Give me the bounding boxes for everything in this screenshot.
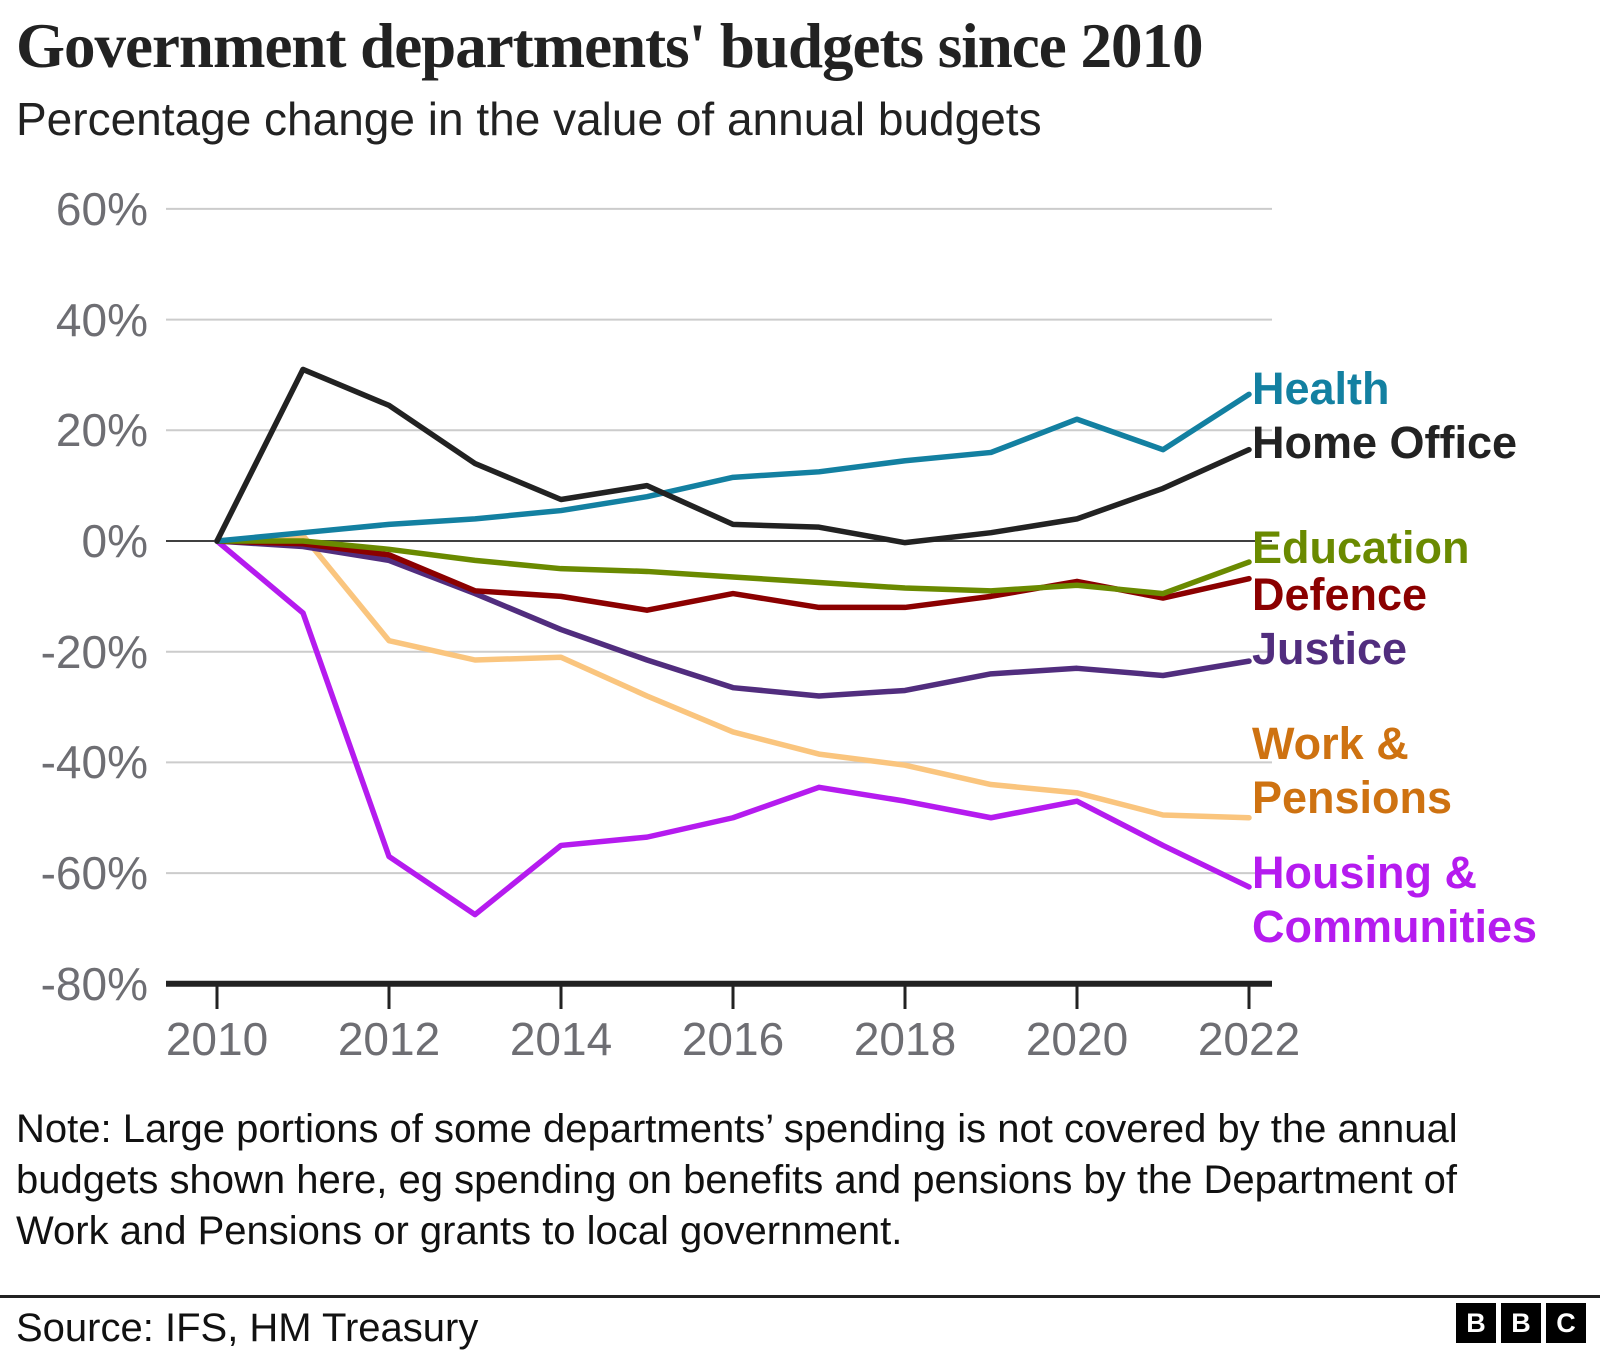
chart-title: Government departments' budgets since 20… xyxy=(16,11,1203,81)
note-line-2: budgets shown here, eg spending on benef… xyxy=(16,1158,1457,1202)
y-tick-label-60: 60% xyxy=(55,182,148,235)
legend-label-health: Health xyxy=(1252,362,1390,416)
x-tick-label-2020: 2020 xyxy=(1025,1013,1129,1065)
bbc-logo-block-2: B xyxy=(1501,1303,1541,1343)
x-tick-label-2014: 2014 xyxy=(509,1013,613,1065)
y-tick-label--40: -40% xyxy=(40,736,148,789)
legend-label-housing_communities: Housing & Communities xyxy=(1252,846,1537,954)
y-tick-label-0: 0% xyxy=(81,515,148,567)
bbc-logo-block-1: B xyxy=(1456,1303,1496,1343)
series-line-housing_communities xyxy=(214,538,1252,918)
legend-label-line: Communities xyxy=(1252,900,1538,952)
legend-label-line: Pensions xyxy=(1252,771,1453,823)
legend-label-line: Work & xyxy=(1252,717,1409,769)
y-tick-label--20: -20% xyxy=(40,625,148,678)
source-divider xyxy=(0,1295,1600,1298)
legend-label-home_office: Home Office xyxy=(1252,416,1517,470)
x-tick-label-2016: 2016 xyxy=(681,1013,785,1065)
y-tick-label-20: 20% xyxy=(55,404,148,457)
series-line-defence xyxy=(214,538,1252,613)
x-tick-label-2018: 2018 xyxy=(853,1013,957,1065)
x-tick-label-2012: 2012 xyxy=(337,1013,441,1065)
bbc-logo-block-3: C xyxy=(1546,1303,1586,1343)
series-line-work_pensions xyxy=(214,532,1252,821)
legend-label-work_pensions: Work & Pensions xyxy=(1252,717,1452,825)
legend-label-line: Justice xyxy=(1252,623,1408,675)
series-line-education xyxy=(214,538,1252,597)
legend-label-line: Defence xyxy=(1252,568,1428,620)
legend-label-line: Home Office xyxy=(1252,416,1518,468)
legend-label-education: Education xyxy=(1252,521,1470,575)
series-line-justice xyxy=(214,538,1252,699)
legend-label-defence: Defence xyxy=(1252,568,1427,622)
legend-label-justice: Justice xyxy=(1252,622,1407,676)
legend-label-line: Housing & xyxy=(1252,846,1477,898)
note-line-3: Work and Pensions or grants to local gov… xyxy=(16,1209,903,1253)
y-tick-label--80: -80% xyxy=(40,957,148,1010)
note-text: Note: Large portions of some departments… xyxy=(16,1104,1576,1257)
series-line-health xyxy=(214,391,1252,544)
x-tick-label-2010: 2010 xyxy=(165,1013,269,1065)
legend-label-line: Health xyxy=(1252,363,1390,415)
source-text: Source: IFS, HM Treasury xyxy=(16,1306,479,1350)
series-line-home_office xyxy=(214,366,1252,546)
y-tick-label--60: -60% xyxy=(40,847,148,900)
chart-subtitle: Percentage change in the value of annual… xyxy=(16,93,1042,145)
note-line-1: Note: Large portions of some departments… xyxy=(16,1107,1458,1151)
x-tick-label-2022: 2022 xyxy=(1197,1013,1301,1065)
y-tick-label-40: 40% xyxy=(55,293,148,346)
bbc-logo: B B C xyxy=(1456,1303,1586,1343)
legend-label-line: Education xyxy=(1252,522,1470,574)
